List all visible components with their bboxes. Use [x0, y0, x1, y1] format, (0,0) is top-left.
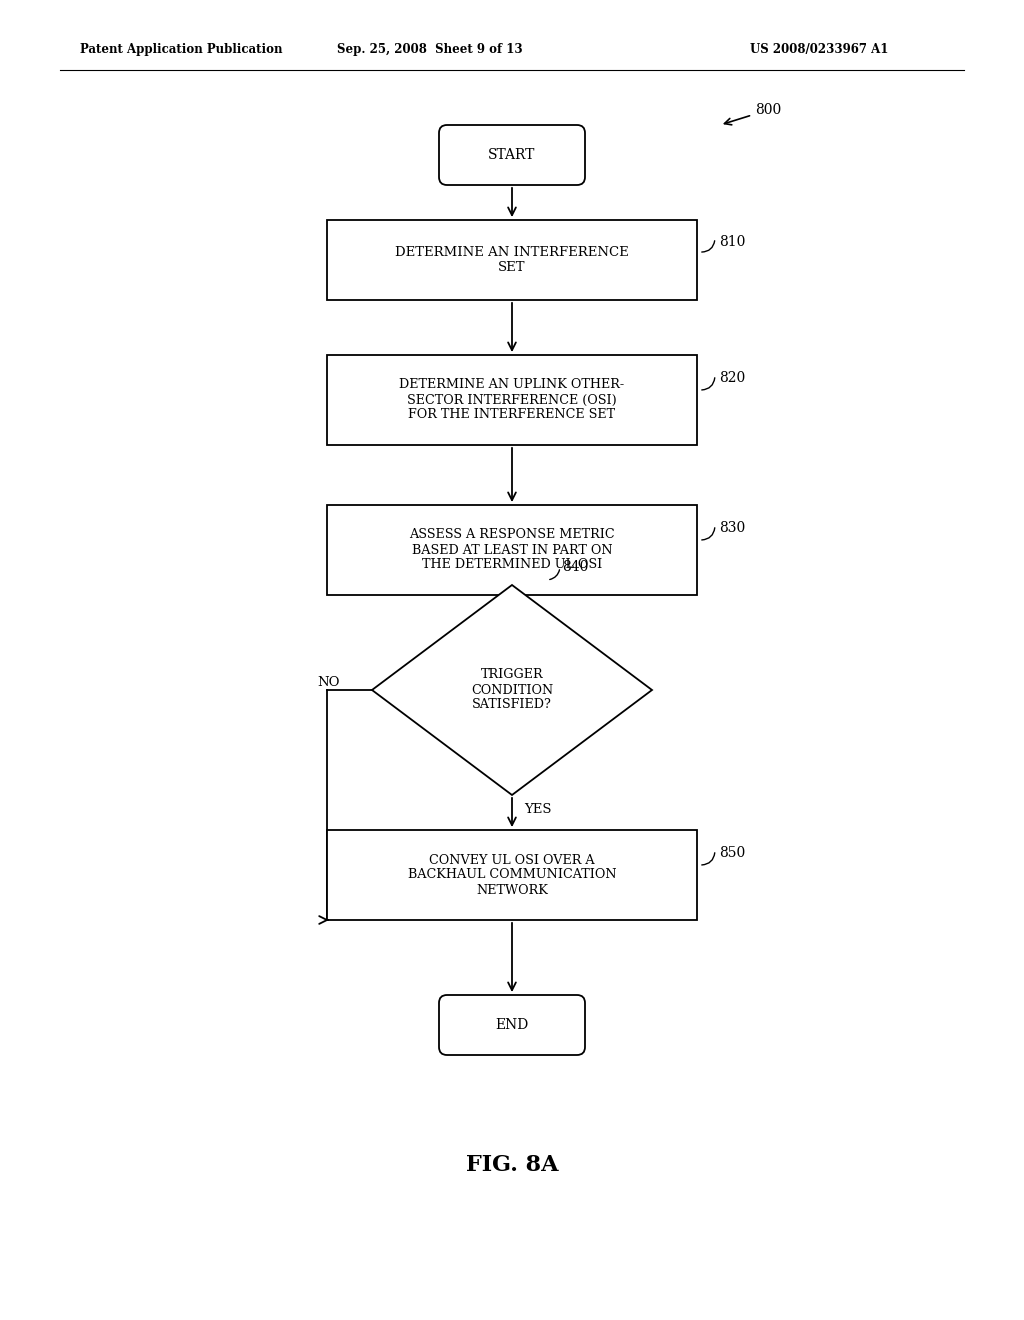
Text: 830: 830 [719, 521, 745, 535]
Text: FIG. 8A: FIG. 8A [466, 1154, 558, 1176]
Text: TRIGGER
CONDITION
SATISFIED?: TRIGGER CONDITION SATISFIED? [471, 668, 553, 711]
FancyBboxPatch shape [439, 125, 585, 185]
Text: DETERMINE AN INTERFERENCE
SET: DETERMINE AN INTERFERENCE SET [395, 246, 629, 275]
Text: 850: 850 [719, 846, 745, 861]
Text: CONVEY UL OSI OVER A
BACKHAUL COMMUNICATION
NETWORK: CONVEY UL OSI OVER A BACKHAUL COMMUNICAT… [408, 854, 616, 896]
Text: 810: 810 [719, 235, 745, 249]
Text: Sep. 25, 2008  Sheet 9 of 13: Sep. 25, 2008 Sheet 9 of 13 [337, 44, 523, 57]
FancyBboxPatch shape [439, 995, 585, 1055]
FancyBboxPatch shape [327, 830, 697, 920]
Text: NO: NO [317, 676, 340, 689]
Text: YES: YES [524, 803, 552, 816]
Text: START: START [488, 148, 536, 162]
Text: DETERMINE AN UPLINK OTHER-
SECTOR INTERFERENCE (OSI)
FOR THE INTERFERENCE SET: DETERMINE AN UPLINK OTHER- SECTOR INTERF… [399, 379, 625, 421]
FancyBboxPatch shape [327, 220, 697, 300]
Text: 820: 820 [719, 371, 745, 385]
Polygon shape [372, 585, 652, 795]
Text: 840: 840 [562, 560, 589, 574]
Text: ASSESS A RESPONSE METRIC
BASED AT LEAST IN PART ON
THE DETERMINED UL OSI: ASSESS A RESPONSE METRIC BASED AT LEAST … [410, 528, 614, 572]
FancyBboxPatch shape [327, 506, 697, 595]
Text: END: END [496, 1018, 528, 1032]
Text: US 2008/0233967 A1: US 2008/0233967 A1 [750, 44, 889, 57]
FancyBboxPatch shape [327, 355, 697, 445]
Text: Patent Application Publication: Patent Application Publication [80, 44, 283, 57]
Text: 800: 800 [724, 103, 781, 125]
